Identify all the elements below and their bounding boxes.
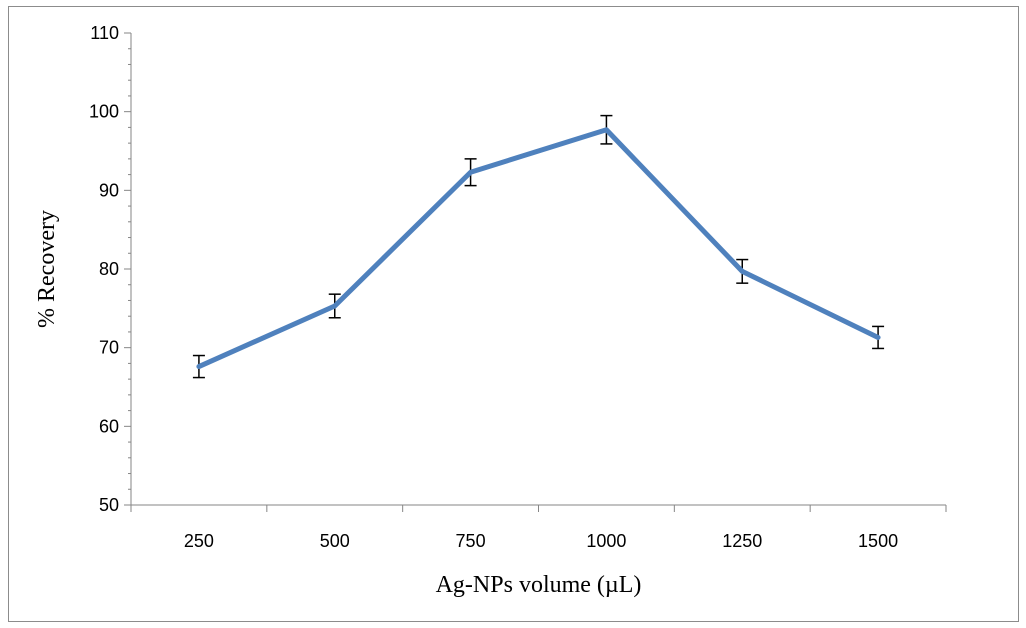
x-axis: 250 500 750 1000 1250 1500 bbox=[130, 504, 947, 551]
y-axis-title: % Recovery bbox=[34, 210, 60, 328]
series-group bbox=[196, 127, 881, 370]
y-tick-label: 60 bbox=[99, 416, 119, 436]
y-tick-label: 110 bbox=[90, 23, 119, 43]
x-tick-label: 1000 bbox=[586, 531, 626, 551]
y-axis: 50 60 70 80 90 100 110 bbox=[89, 23, 132, 515]
y-tick-label: 100 bbox=[89, 102, 119, 122]
chart-frame bbox=[8, 6, 1019, 622]
y-tick-label: 80 bbox=[99, 259, 119, 279]
series-line bbox=[196, 127, 881, 370]
x-tick-label: 1500 bbox=[858, 531, 898, 551]
x-tick-label: 1250 bbox=[722, 531, 762, 551]
error-bars bbox=[192, 114, 885, 379]
x-tick-label: 500 bbox=[320, 531, 350, 551]
y-tick-label: 50 bbox=[99, 495, 119, 515]
x-tick-label: 750 bbox=[456, 531, 486, 551]
y-tick-label: 70 bbox=[99, 338, 119, 358]
x-axis-title: Ag-NPs volume (µL) bbox=[436, 572, 642, 598]
x-tick-label: 250 bbox=[184, 531, 214, 551]
y-tick-label: 90 bbox=[99, 180, 119, 200]
